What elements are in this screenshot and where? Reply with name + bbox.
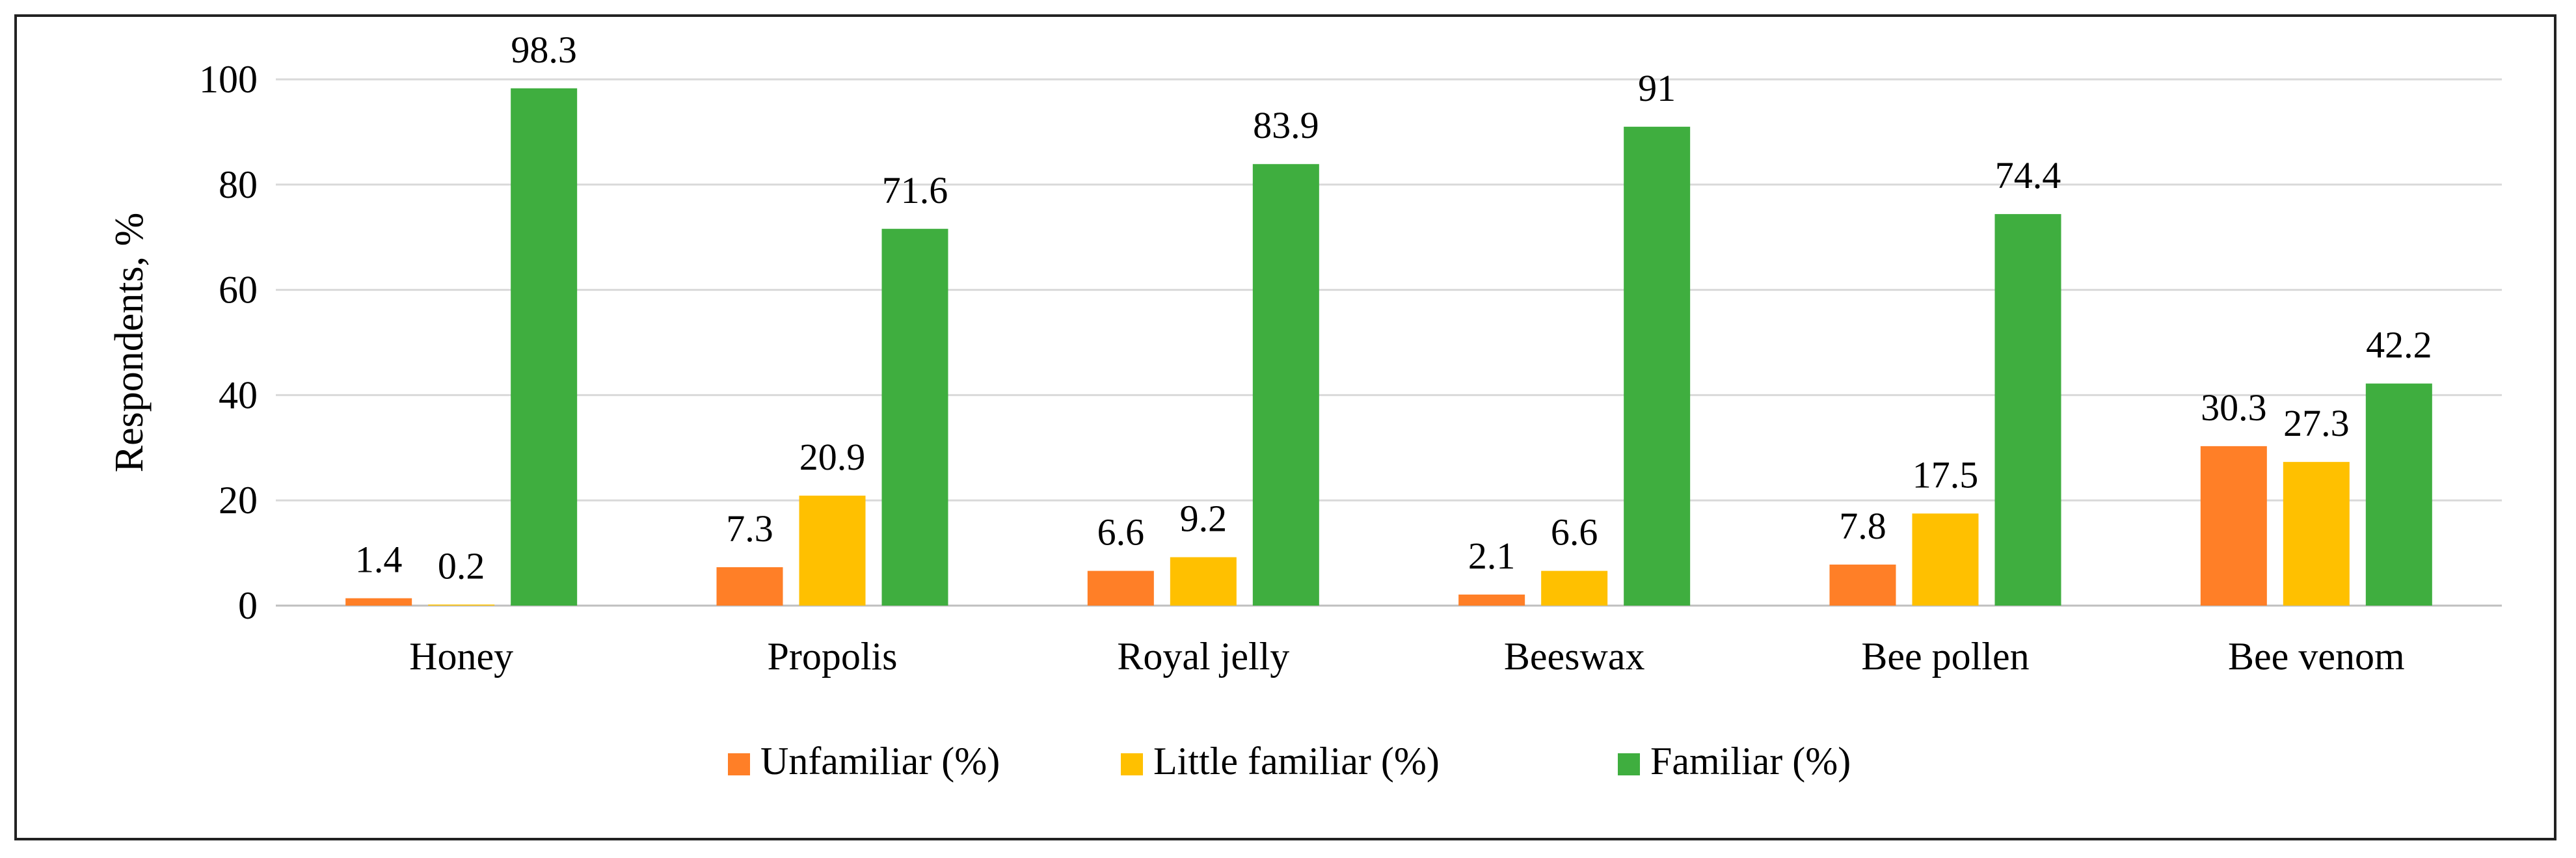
bar-propolis-familiar: [882, 229, 948, 606]
bar-honey-unfamiliar: [345, 598, 412, 606]
legend-label: Little familiar (%): [1153, 740, 1440, 783]
bar-bee-venom-little: [2283, 462, 2350, 606]
legend-swatch: [728, 753, 750, 775]
y-axis-title: Respondents, %: [107, 213, 152, 473]
y-tick-label: 40: [219, 373, 258, 416]
data-label: 42.2: [2366, 324, 2432, 366]
legend-swatch: [1121, 753, 1143, 775]
data-label: 71.6: [882, 169, 948, 211]
bar-royal-jelly-little: [1170, 557, 1237, 606]
x-category-label: Honey: [409, 635, 513, 678]
data-label: 74.4: [1995, 154, 2061, 196]
chart-frame: 0 20 40 60 80 100 Respondents, % 1.4 0.2 98.3 Hone…: [14, 14, 2556, 840]
y-tick-label: 100: [199, 58, 258, 101]
data-label: 1.4: [355, 539, 403, 581]
bar-beeswax-unfamiliar: [1458, 595, 1525, 606]
bar-bee-venom-unfamiliar: [2201, 446, 2267, 606]
data-label: 17.5: [1912, 453, 1979, 496]
data-label: 20.9: [799, 436, 866, 478]
data-label: 6.6: [1551, 511, 1598, 554]
legend-label: Familiar (%): [1650, 740, 1851, 783]
x-category-label: Bee venom: [2228, 635, 2405, 678]
y-tick-label: 20: [219, 479, 258, 522]
x-category-label: Royal jelly: [1117, 635, 1289, 678]
data-label: 98.3: [511, 29, 577, 71]
data-label: 9.2: [1180, 498, 1228, 540]
data-label: 7.3: [726, 507, 773, 550]
data-label: 7.8: [1839, 505, 1886, 547]
data-label: 2.1: [1468, 535, 1516, 577]
data-label: 0.2: [438, 544, 485, 587]
bar-honey-familiar: [511, 88, 577, 606]
bar-royal-jelly-familiar: [1253, 164, 1319, 606]
x-category-label: Propolis: [767, 635, 897, 678]
bar-royal-jelly-unfamiliar: [1088, 571, 1154, 606]
legend-swatch: [1618, 753, 1640, 775]
bar-chart: 0 20 40 60 80 100 Respondents, % 1.4 0.2 98.3 Hone…: [17, 17, 2554, 838]
bar-beeswax-familiar: [1624, 127, 1690, 606]
bar-bee-venom-familiar: [2366, 384, 2432, 606]
x-category-label: Beeswax: [1504, 635, 1645, 678]
data-label: 83.9: [1253, 104, 1319, 146]
data-label: 91: [1638, 67, 1676, 109]
bar-bee-pollen-unfamiliar: [1830, 565, 1896, 606]
bar-bee-pollen-little: [1912, 513, 1979, 606]
x-category-label: Bee pollen: [1861, 635, 2029, 678]
bar-propolis-little: [799, 496, 866, 606]
y-tick-label: 80: [219, 163, 258, 206]
bar-propolis-unfamiliar: [717, 567, 783, 606]
bar-bee-pollen-familiar: [1995, 214, 2061, 606]
data-label: 27.3: [2283, 402, 2350, 444]
bar-honey-little: [428, 604, 494, 606]
data-label: 30.3: [2201, 386, 2267, 429]
bar-beeswax-little: [1541, 571, 1607, 606]
y-tick-label: 60: [219, 269, 258, 312]
legend-label: Unfamiliar (%): [760, 740, 1000, 783]
y-tick-label: 0: [238, 584, 258, 627]
data-label: 6.6: [1097, 511, 1145, 554]
